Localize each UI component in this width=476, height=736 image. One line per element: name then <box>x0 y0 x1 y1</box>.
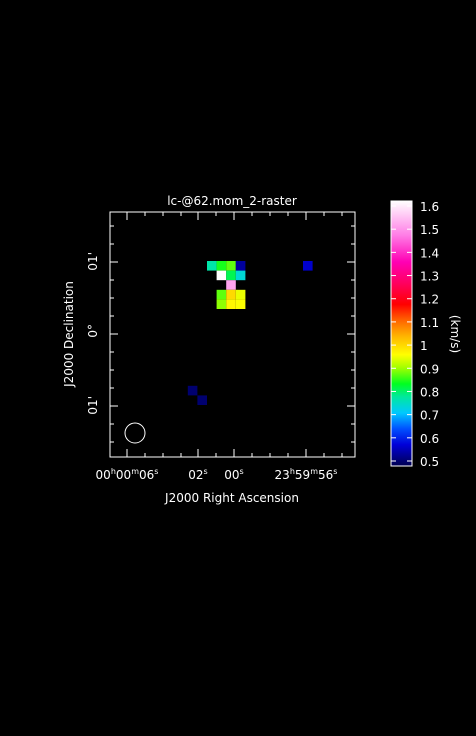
raster-pixel <box>207 261 217 271</box>
colorbar-tick-label: 1.1 <box>420 316 439 330</box>
raster-pixel <box>197 395 207 405</box>
colorbar-tick-label: 1.5 <box>420 223 439 237</box>
chart-title: lc-@62.mom_2-raster <box>167 194 297 208</box>
x-axis-ticks <box>126 212 343 457</box>
raster-pixel <box>303 261 313 271</box>
raster-pixel <box>187 385 198 396</box>
raster-pixel <box>235 270 246 281</box>
colorbar-tick-label: 1.4 <box>420 246 439 260</box>
raster-pixel <box>216 299 227 309</box>
x-tick-label: 00s <box>224 467 243 482</box>
colorbar <box>390 200 413 467</box>
raster-pixel <box>235 261 246 271</box>
y-axis-label: J2000 Declination <box>62 281 76 388</box>
colorbar-tick-label: 1.6 <box>420 200 439 214</box>
x-tick-label: 23h59m56s <box>275 467 338 482</box>
colorbar-ticks: 1.6 1.5 1.4 1.3 1.2 1.1 1 0.9 0.8 0.7 0.6 0.5 <box>391 200 439 469</box>
beam-ellipse <box>124 422 146 444</box>
colorbar-tick-label: 1 <box>420 339 428 353</box>
raster-pixel <box>226 289 236 300</box>
y-axis-ticks <box>110 225 355 443</box>
x-axis-label: J2000 Right Ascension <box>164 491 299 505</box>
plot-frame <box>109 211 356 458</box>
raster-pixel <box>235 289 246 300</box>
raster-pixel <box>235 299 246 309</box>
colorbar-tick-label: 0.5 <box>420 455 439 469</box>
colorbar-label: (km/s) <box>448 315 462 353</box>
y-tick-label: 01' <box>86 396 100 415</box>
colorbar-tick-label: 1.2 <box>420 293 439 307</box>
y-tick-label: 01' <box>86 252 100 271</box>
colorbar-tick-label: 0.8 <box>420 385 439 399</box>
raster-pixel <box>216 289 227 300</box>
y-tick-label: 0° <box>86 324 100 338</box>
raster-pixel <box>226 261 236 271</box>
raster-pixels <box>187 261 313 405</box>
colorbar-tick-label: 0.6 <box>420 432 439 446</box>
colorbar-tick-label: 0.7 <box>420 409 439 423</box>
raster-pixel <box>226 270 236 281</box>
raster-pixel <box>226 280 236 290</box>
colorbar-tick-label: 1.3 <box>420 270 439 284</box>
x-tick-label: 02s <box>188 467 207 482</box>
raster-pixel <box>216 270 227 281</box>
x-tick-label: 00h00m06s <box>96 467 159 482</box>
raster-pixel <box>216 261 227 271</box>
raster-pixel <box>226 299 236 309</box>
colorbar-tick-label: 0.9 <box>420 362 439 376</box>
